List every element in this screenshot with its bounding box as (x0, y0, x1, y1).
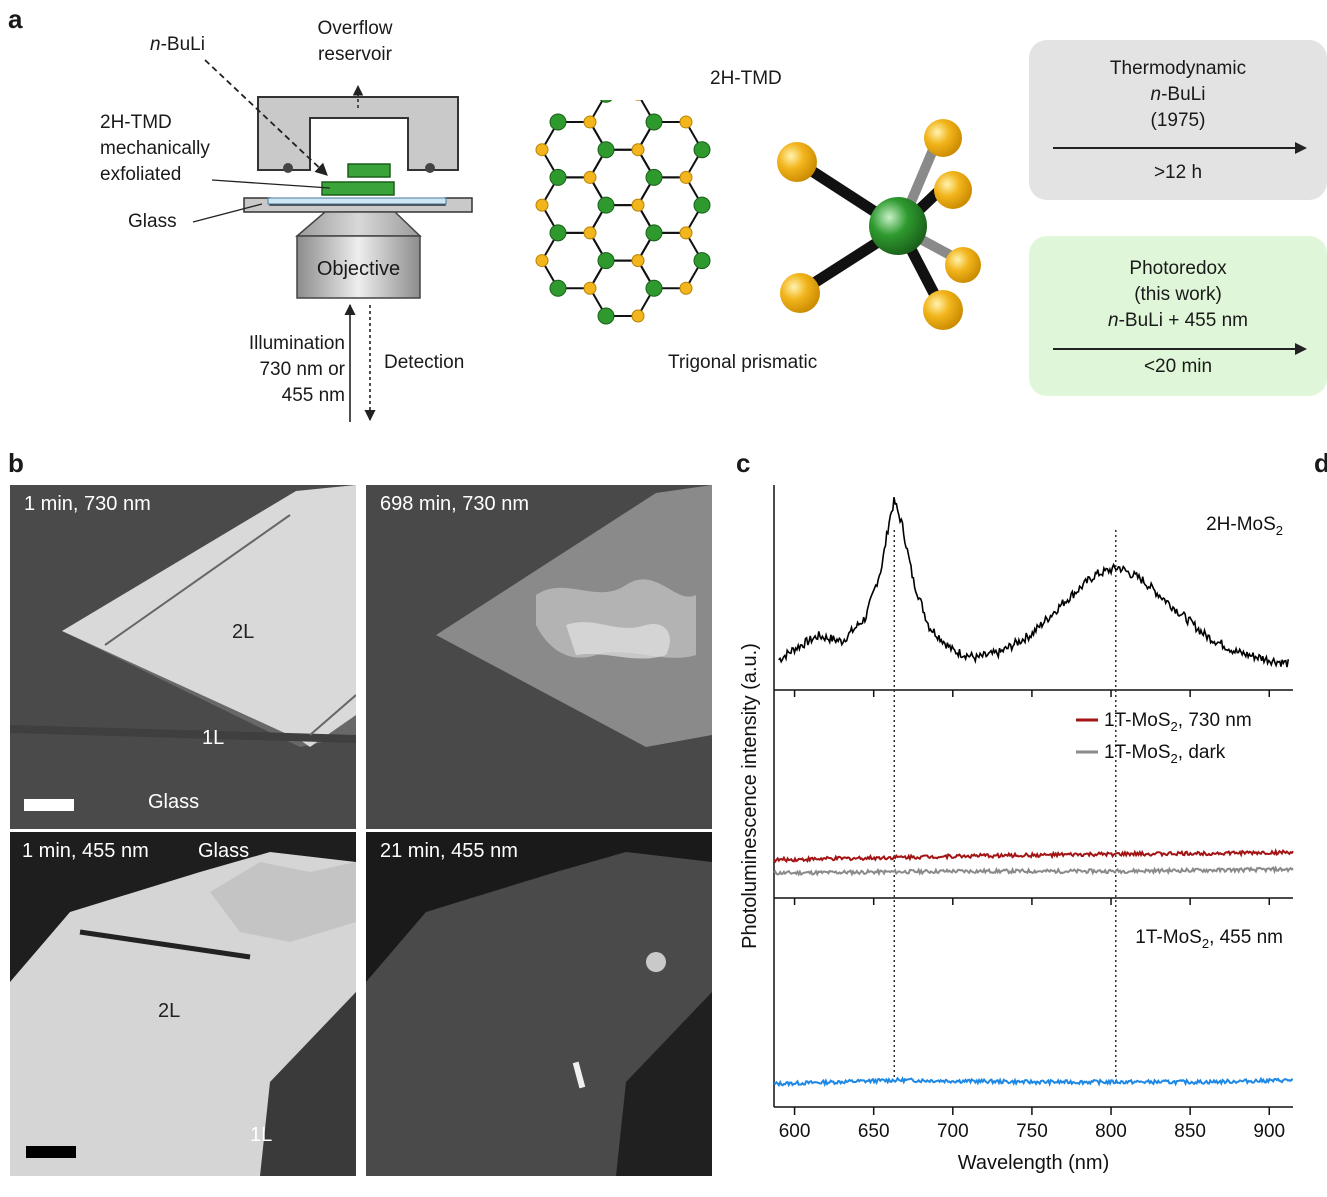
chamber-lid (257, 96, 459, 171)
honeycomb-lattice (535, 100, 711, 325)
photo-line-3: n-BuLi + 455 nm (1108, 310, 1248, 331)
x-tick-label: 750 (1016, 1121, 1048, 1142)
metal-atom (549, 113, 567, 131)
scale-bar (26, 1146, 76, 1158)
micrograph-label: 698 min, 730 nm (380, 493, 529, 515)
objective-label: Objective (316, 258, 401, 280)
panel-label-b: b (8, 448, 24, 478)
legend-entry: 1T-MoS2, dark (1104, 742, 1226, 766)
x-tick-label: 600 (779, 1121, 811, 1142)
monolayer-label: 1L (202, 727, 225, 749)
monolayer-label: 1L (250, 1124, 273, 1146)
photo-line-1: Photoredox (1129, 258, 1227, 279)
x-tick-label: 700 (937, 1121, 969, 1142)
sample-flake (321, 181, 395, 196)
objective-top (294, 211, 422, 237)
metal-atom (693, 141, 711, 159)
micrograph-1min-455nm: 1 min, 455 nm Glass 2L 1L (10, 832, 356, 1176)
chalcogen-atom (679, 281, 693, 295)
overflow-reservoir-label: Overflow reservoir (317, 18, 393, 65)
micrograph-1min-730nm: 1 min, 730 nm 2L 1L Glass (10, 485, 356, 829)
metal-atom (597, 307, 615, 325)
pl-spectra-chart: 600 650 700 750 800 850 900 Wavelength (nm) Phot… (739, 485, 1294, 1174)
panel-label-c: c (736, 448, 751, 478)
micrograph-698min-730nm: 698 min, 730 nm (366, 485, 712, 829)
glass-label: Glass (128, 211, 177, 232)
micrograph-label: 1 min, 730 nm (24, 493, 151, 515)
chalcogen-atom (679, 170, 693, 184)
tmd-structure-title: 2H-TMD (710, 68, 782, 89)
thermodynamic-box: Thermodynamic n-BuLi (1975) >12 h (1029, 40, 1327, 200)
thermo-time: >12 h (1153, 162, 1203, 183)
scale-bar (24, 799, 74, 811)
spectrum-series (778, 497, 1290, 668)
metal-atom (645, 279, 663, 297)
metal-atom (597, 141, 615, 159)
spectrum-series (773, 865, 1294, 877)
trigonal-prismatic-model (777, 119, 981, 330)
metal-atom (549, 224, 567, 242)
chalcogen-atom (535, 143, 549, 157)
bilayer-label: 2L (232, 621, 255, 643)
detection-label: Detection (384, 352, 465, 373)
trigonal-prismatic-label: Trigonal prismatic (668, 352, 818, 373)
glass-region-label: Glass (148, 791, 200, 813)
micrograph-label: 1 min, 455 nm (22, 840, 149, 862)
chalcogen-atom (631, 143, 645, 157)
photo-arrow (1053, 344, 1307, 354)
metal-atom (645, 113, 663, 131)
y-axis-label: Photoluminescence intensity (a.u.) (739, 643, 761, 949)
spectrum-series (773, 847, 1294, 864)
glass-slide (267, 197, 447, 205)
chalcogen-atom (583, 226, 597, 240)
glass-region-label: Glass (198, 840, 250, 862)
objective-body (296, 235, 421, 299)
series-label: 2H-MoS2 (1206, 514, 1283, 538)
micrograph-21min-455nm: 21 min, 455 nm (366, 832, 712, 1176)
chalcogen-atom (583, 170, 597, 184)
series-label: 1T-MoS2, 455 nm (1135, 927, 1283, 951)
chalcogen-atom (583, 281, 597, 295)
illumination-label: Illumination 730 nm or 455 nm (248, 333, 345, 406)
thermo-arrow (1053, 143, 1307, 153)
panel-label-d: d (1314, 448, 1327, 478)
metal-atom (549, 279, 567, 297)
bilayer-label: 2L (158, 1000, 181, 1022)
chalcogen-atom (631, 198, 645, 212)
metal-atom (693, 196, 711, 214)
chalcogen-atom (583, 115, 597, 129)
x-axis-label: Wavelength (nm) (958, 1152, 1110, 1174)
metal-atom (645, 224, 663, 242)
panel-label-a: a (8, 4, 23, 34)
setup-schematic (192, 59, 473, 422)
x-tick-label: 650 (858, 1121, 890, 1142)
x-tick-label: 900 (1253, 1121, 1285, 1142)
chalcogen-atom (679, 115, 693, 129)
chalcogen-atom (631, 309, 645, 323)
tmd-exfoliated-label: 2H-TMD mechanically exfoliated (100, 112, 210, 185)
chalcogen-atom (679, 226, 693, 240)
chalcogen-atom (631, 254, 645, 268)
metal-atom (597, 252, 615, 270)
micrograph-label: 21 min, 455 nm (380, 840, 518, 862)
legend-entry: 1T-MoS2, 730 nm (1104, 710, 1252, 734)
photoredox-box: Photoredox (this work) n-BuLi + 455 nm <… (1029, 236, 1327, 396)
thermo-line-3: (1975) (1150, 110, 1206, 131)
spectrum-series (773, 1076, 1293, 1088)
thermo-line-2: n-BuLi (1150, 84, 1206, 105)
chalcogen-atom (535, 254, 549, 268)
x-tick-label: 850 (1174, 1121, 1206, 1142)
photo-time: <20 min (1143, 356, 1213, 377)
thermo-line-1: Thermodynamic (1109, 58, 1247, 79)
metal-atom (549, 168, 567, 186)
photo-line-2: (this work) (1134, 284, 1222, 305)
sample-top (347, 163, 391, 178)
metal-atom (599, 100, 613, 103)
metal-atom (645, 168, 663, 186)
metal-atom (693, 252, 711, 270)
metal-atom (597, 196, 615, 214)
chalcogen-atom (535, 198, 549, 212)
nbuli-label: n-BuLi (150, 34, 205, 55)
x-tick-label: 800 (1095, 1121, 1127, 1142)
